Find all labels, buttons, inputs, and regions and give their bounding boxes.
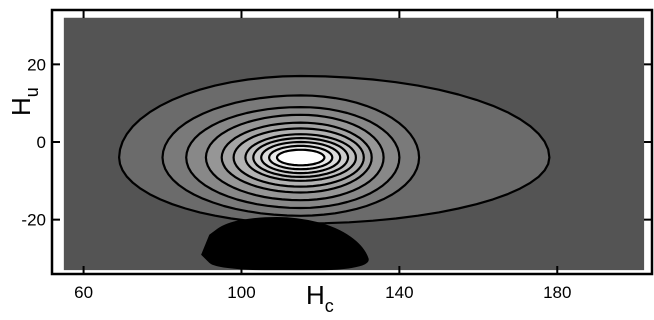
- y-tick-label: 20: [27, 55, 46, 74]
- y-tick-label: 0: [37, 133, 46, 152]
- plot-content: [63, 17, 645, 271]
- x-axis-label-main: H: [306, 280, 325, 310]
- contour-minimum-region: [201, 216, 369, 271]
- x-tick-label: 180: [543, 283, 571, 302]
- y-axis-label-main: H: [6, 97, 36, 116]
- x-tick-label: 100: [227, 283, 255, 302]
- x-tick-label: 140: [385, 283, 413, 302]
- y-axis-ticks: [52, 63, 652, 221]
- x-tick-label: 60: [74, 283, 93, 302]
- y-axis-tick-labels: -20 0 20: [21, 55, 46, 229]
- contour-levels: [118, 74, 551, 271]
- x-axis-label-subscript: c: [325, 296, 334, 316]
- contour-level-11: [275, 148, 326, 167]
- x-axis-ticks: [82, 10, 559, 274]
- x-axis-tick-labels: 60 100 140 180: [74, 283, 571, 302]
- y-tick-label: -20: [21, 211, 46, 230]
- y-axis-label: Hu: [6, 87, 42, 116]
- y-axis-label-subscript: u: [22, 87, 42, 97]
- x-axis-label: Hc: [306, 280, 334, 316]
